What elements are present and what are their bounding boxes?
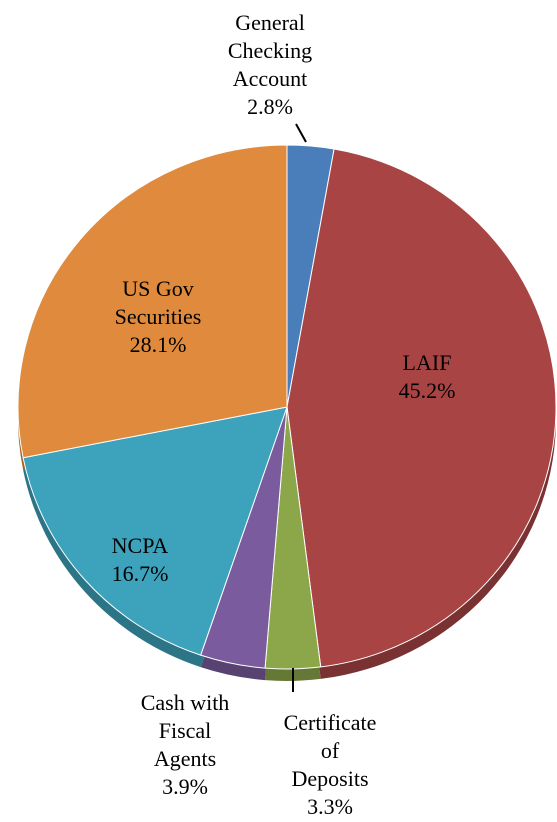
slice-us-gov-securities [17,144,288,459]
slice-ncpa [22,406,288,656]
leader-line-general-checking-account [295,123,307,143]
category-label-laif: LAIF [403,350,452,375]
label-certificate-of-deposits: Certificate of Deposits 3.3% [284,710,377,819]
value-label-cash-with-fiscal-agents: 3.9% [162,774,208,799]
category-label-certificate-of-deposits: of [321,738,340,763]
category-label-cash-with-fiscal-agents: Cash with [141,690,230,715]
leader-lines [292,123,307,692]
label-ncpa: NCPA 16.7% [112,533,169,586]
category-label-general-checking-account: Checking [228,38,312,63]
category-label-us-gov-securities: Securities [115,304,202,329]
category-label-general-checking-account: General [235,10,305,35]
label-general-checking-account: General Checking Account 2.8% [228,10,312,119]
category-label-general-checking-account: Account [233,66,308,91]
value-label-general-checking-account: 2.8% [247,94,293,119]
category-label-cash-with-fiscal-agents: Fiscal [159,718,212,743]
label-us-gov-securities: US Gov Securities 28.1% [115,276,202,357]
category-label-ncpa: NCPA [112,533,169,558]
value-label-ncpa: 16.7% [112,561,169,586]
pie-slices [17,144,557,670]
category-label-us-gov-securities: US Gov [122,276,194,301]
slice-labels: General Checking Account 2.8% LAIF 45.2% Certi… [112,10,456,819]
category-label-cash-with-fiscal-agents: Agents [154,746,216,771]
category-label-certificate-of-deposits: Deposits [292,766,369,791]
label-laif: LAIF 45.2% [399,350,456,403]
value-label-certificate-of-deposits: 3.3% [307,794,353,819]
value-label-us-gov-securities: 28.1% [130,332,187,357]
slice-laif [286,148,557,668]
category-label-certificate-of-deposits: Certificate [284,710,377,735]
value-label-laif: 45.2% [399,378,456,403]
label-cash-with-fiscal-agents: Cash with Fiscal Agents 3.9% [141,690,230,799]
